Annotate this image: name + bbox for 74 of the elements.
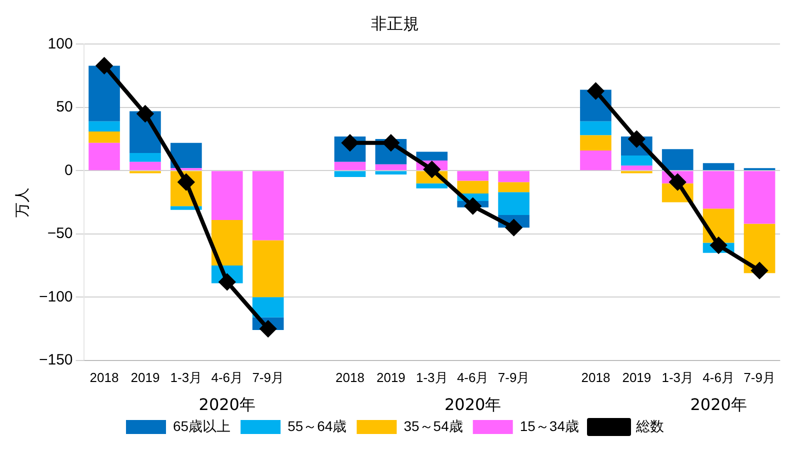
legend-label: 55～64歳	[288, 418, 347, 434]
bar	[702, 163, 734, 170]
x-tick-label: 7-9月	[498, 370, 530, 385]
x-tick-label: 2019	[376, 370, 406, 385]
bar	[580, 135, 612, 150]
point	[96, 58, 112, 74]
bar	[334, 162, 366, 170]
bar	[88, 121, 120, 132]
x-tick-label: 4-6月	[456, 370, 489, 385]
y-tick-label: −100	[38, 288, 73, 306]
point	[588, 83, 604, 99]
x-tick-label: 2018	[336, 370, 364, 385]
y-tick-label: 50	[56, 98, 73, 116]
x-tick-label: 2018	[581, 370, 610, 385]
bar	[416, 152, 448, 161]
bar	[416, 183, 448, 188]
y-tick-label: 0	[64, 162, 73, 179]
bar	[375, 164, 407, 170]
y-tick-label: −50	[47, 225, 73, 242]
y-tick-label: −150	[38, 352, 73, 369]
bar	[130, 152, 161, 162]
y-axis-title: 万人	[14, 187, 32, 218]
bar	[130, 162, 161, 170]
bar	[88, 131, 120, 143]
x-tick-label: 7-9月	[744, 370, 776, 385]
point	[137, 106, 154, 122]
bar	[662, 149, 694, 170]
x-tick-label: 1-3月	[170, 370, 202, 385]
x-tick-label: 2019	[622, 370, 652, 385]
point	[670, 174, 686, 190]
text: 2020年	[444, 395, 502, 414]
bar	[620, 156, 652, 166]
bar	[252, 297, 284, 318]
point	[506, 220, 522, 236]
bar	[457, 180, 489, 194]
bar	[334, 171, 366, 178]
bar	[252, 240, 284, 298]
bar	[498, 171, 530, 182]
bar	[498, 182, 530, 192]
point	[752, 262, 768, 279]
x-tick-label: 2018	[90, 370, 119, 385]
bar	[744, 171, 776, 224]
y-tick-label: 100	[48, 35, 73, 52]
point	[710, 237, 727, 254]
x-tick-label: 1-3月	[662, 370, 694, 385]
bar	[498, 192, 530, 215]
legend-label: 65歳以上	[172, 418, 231, 434]
chart-title: 非正規	[371, 15, 419, 34]
bar	[580, 150, 612, 170]
point	[382, 134, 399, 151]
text: 2020年	[198, 395, 256, 414]
text: 2020年	[690, 395, 747, 414]
bar	[88, 66, 120, 122]
bar	[170, 142, 202, 168]
bar	[457, 171, 489, 181]
bar	[620, 166, 652, 170]
legend-label: 35～54歳	[404, 418, 463, 434]
legend-label: 15～34歳	[520, 418, 580, 434]
legend-label: 総数	[635, 418, 664, 434]
x-tick-label: 7-9月	[252, 370, 284, 385]
bar	[211, 220, 243, 266]
x-tick-label: 2019	[130, 370, 160, 385]
point	[424, 161, 440, 178]
x-tick-label: 4-6月	[702, 370, 734, 385]
x-tick-label: 1-3月	[416, 370, 448, 385]
bar	[211, 171, 243, 220]
bar	[702, 171, 734, 209]
x-tick-label: 4-6月	[211, 370, 244, 385]
bar	[252, 171, 284, 240]
point	[464, 198, 481, 214]
bar	[88, 142, 120, 170]
point	[260, 320, 276, 337]
bar	[375, 171, 407, 174]
bar	[580, 121, 612, 136]
